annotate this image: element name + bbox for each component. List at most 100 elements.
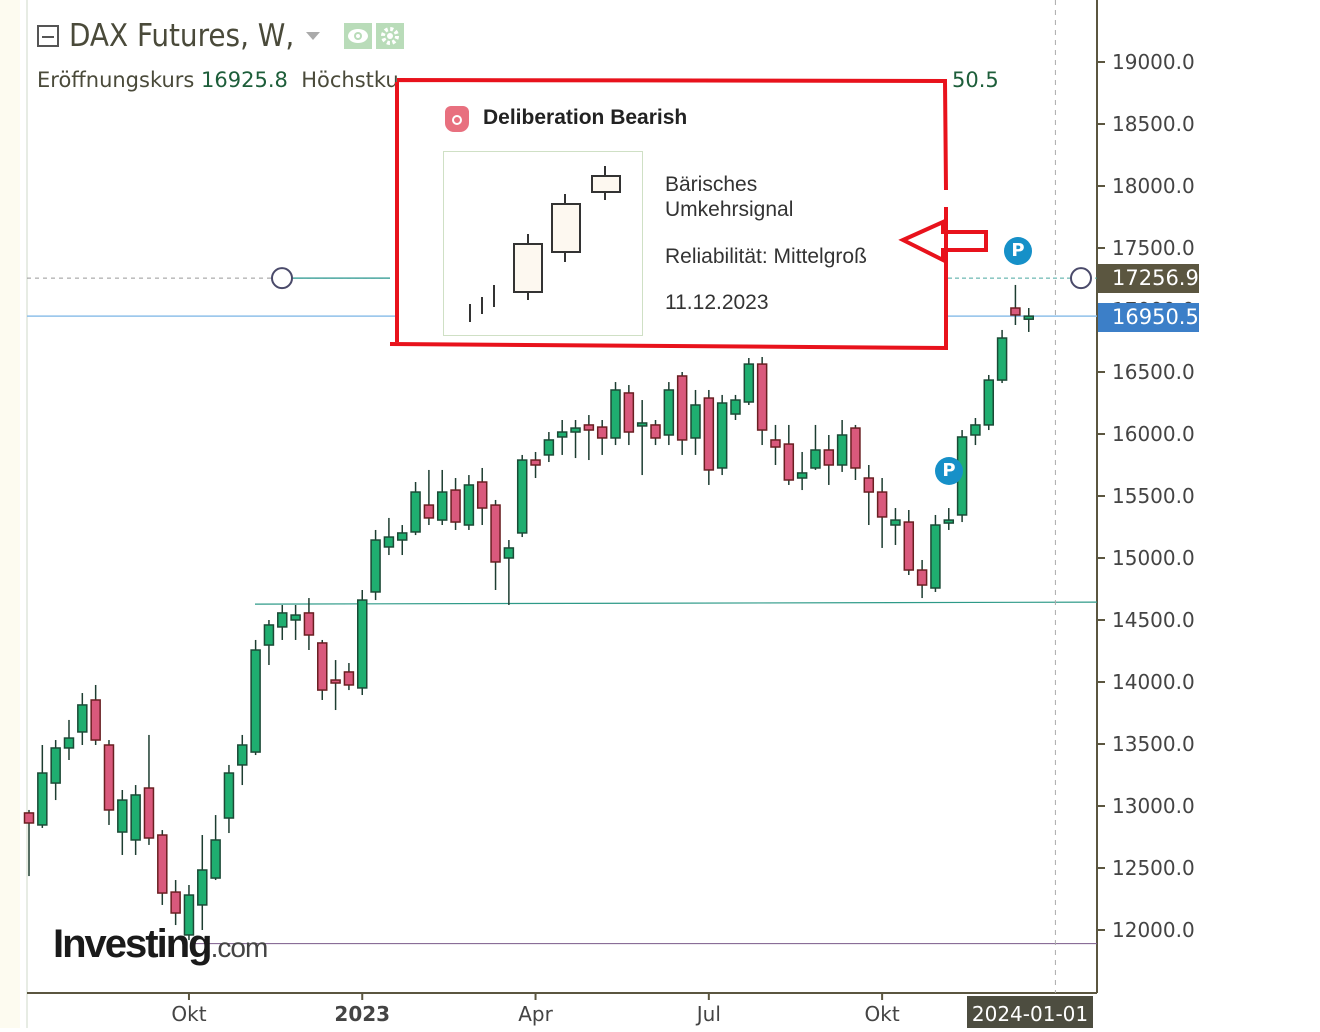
candle bbox=[916, 569, 928, 586]
candle bbox=[357, 599, 368, 689]
candle bbox=[1010, 307, 1021, 316]
candle bbox=[317, 642, 328, 691]
candle bbox=[530, 459, 541, 466]
candle bbox=[970, 424, 981, 436]
candle bbox=[703, 397, 715, 471]
p-marker[interactable]: P bbox=[1004, 237, 1032, 265]
candle bbox=[783, 443, 795, 481]
candle bbox=[383, 536, 395, 548]
candle bbox=[716, 402, 728, 469]
annotation-arrow bbox=[898, 218, 988, 264]
candle bbox=[636, 422, 648, 427]
y-tick-label: 19000.0 bbox=[1112, 50, 1195, 74]
high-label: Höchstku bbox=[301, 68, 399, 92]
gear-icon[interactable] bbox=[376, 23, 405, 49]
pattern-signal: Bärisches Umkehrsignal bbox=[665, 172, 793, 222]
pattern-date: 11.12.2023 bbox=[665, 291, 769, 314]
candle bbox=[543, 439, 555, 456]
candle bbox=[983, 379, 995, 426]
candle bbox=[676, 375, 688, 441]
y-tick-label: 13000.0 bbox=[1112, 794, 1195, 818]
candle bbox=[157, 834, 168, 894]
candle bbox=[756, 363, 768, 431]
candle bbox=[450, 489, 461, 523]
x-tick-label: Okt bbox=[171, 1002, 207, 1026]
candle bbox=[610, 389, 621, 439]
eye-icon[interactable] bbox=[344, 23, 373, 49]
bear-icon bbox=[445, 106, 469, 132]
signal-line-1: Bärisches bbox=[665, 173, 758, 196]
line-handle bbox=[1070, 267, 1092, 290]
signal-line-2: Umkehrsignal bbox=[665, 198, 794, 221]
line-handle bbox=[271, 267, 293, 290]
x-tick-label: Jul bbox=[696, 1002, 721, 1026]
candle bbox=[930, 524, 941, 589]
y-tick-label: 15500.0 bbox=[1112, 484, 1195, 508]
candle bbox=[596, 426, 608, 439]
candle bbox=[117, 799, 128, 833]
candle bbox=[103, 744, 115, 811]
y-tick-label: 14000.0 bbox=[1112, 670, 1195, 694]
collapse-icon[interactable] bbox=[37, 25, 59, 47]
y-tick-label: 18000.0 bbox=[1112, 174, 1195, 198]
candle bbox=[943, 519, 955, 524]
candle bbox=[210, 839, 221, 879]
candle bbox=[476, 481, 488, 509]
candle bbox=[903, 521, 915, 571]
chart-header: DAX Futures, W, bbox=[37, 18, 408, 54]
candle bbox=[663, 389, 675, 436]
candle bbox=[250, 649, 261, 753]
y-tick-label: 15000.0 bbox=[1112, 546, 1195, 570]
candle bbox=[343, 671, 355, 686]
candle bbox=[410, 491, 421, 533]
candle bbox=[423, 504, 435, 519]
candle bbox=[143, 787, 155, 839]
candle bbox=[396, 532, 408, 541]
candle bbox=[77, 704, 88, 733]
left-margin bbox=[0, 0, 20, 1028]
instrument-title: DAX Futures, W, bbox=[69, 18, 295, 54]
candle bbox=[516, 459, 528, 534]
trendline-support bbox=[254, 601, 1098, 605]
candle bbox=[743, 363, 755, 403]
y-tick-label: 16500.0 bbox=[1112, 360, 1195, 384]
candle bbox=[463, 484, 475, 526]
line-price-badge: 17256.9 bbox=[1098, 264, 1199, 293]
x-tick-label: Apr bbox=[518, 1002, 553, 1026]
last-price-badge: 16950.5 bbox=[1098, 303, 1199, 332]
y-tick-label: 17500.0 bbox=[1112, 236, 1195, 260]
candle bbox=[730, 399, 741, 415]
candle bbox=[503, 547, 515, 559]
y-tick-label: 13500.0 bbox=[1112, 732, 1195, 756]
candle bbox=[570, 427, 581, 433]
candle bbox=[796, 472, 808, 479]
annotation-box bbox=[389, 78, 948, 351]
candle bbox=[650, 424, 661, 439]
candle bbox=[370, 539, 381, 593]
legend-close-fragment: 50.5 bbox=[952, 68, 999, 92]
open-label: Eröffnungskurs bbox=[37, 68, 195, 92]
caret-down-icon[interactable] bbox=[306, 32, 321, 40]
candle bbox=[583, 424, 595, 431]
candle bbox=[770, 439, 781, 448]
candle bbox=[876, 491, 888, 518]
candle bbox=[37, 772, 48, 826]
p-marker[interactable]: P bbox=[935, 457, 963, 485]
ohlc-legend: Eröffnungskurs 16925.8 Höchstku bbox=[37, 68, 399, 92]
candle bbox=[996, 337, 1008, 381]
candle bbox=[183, 894, 195, 936]
candle bbox=[277, 612, 288, 628]
candle bbox=[890, 519, 901, 526]
candle bbox=[197, 869, 208, 906]
candle bbox=[330, 679, 341, 684]
crosshair-date-badge: 2024-01-01 bbox=[967, 996, 1093, 1028]
candle bbox=[63, 737, 75, 749]
candle bbox=[810, 449, 821, 469]
candle bbox=[237, 744, 248, 766]
candle bbox=[623, 392, 635, 433]
candle bbox=[303, 612, 315, 636]
candle bbox=[436, 491, 448, 521]
investing-logo: Investing.com bbox=[53, 922, 268, 966]
candle bbox=[556, 431, 568, 438]
y-tick-label: 14500.0 bbox=[1112, 608, 1195, 632]
